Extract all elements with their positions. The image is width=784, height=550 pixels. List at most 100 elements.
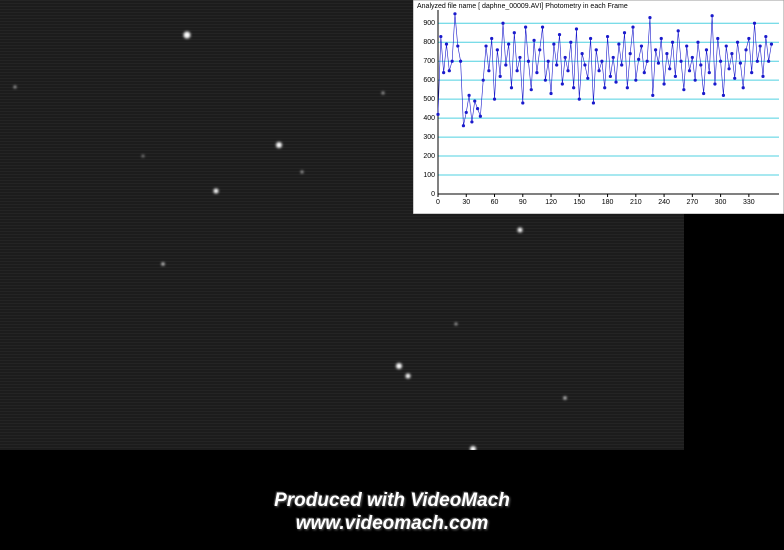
data-point [560, 82, 564, 86]
data-point [484, 44, 488, 48]
data-point [642, 70, 646, 75]
y-tick-label: 300 [423, 134, 435, 141]
data-point [478, 114, 482, 118]
data-point [744, 48, 748, 52]
x-tick-label: 180 [602, 199, 614, 206]
watermark-url: www.videomach.com [295, 513, 489, 534]
x-tick-label: 0 [436, 199, 440, 206]
data-point [461, 124, 466, 128]
data-point [741, 86, 745, 90]
x-tick-label: 90 [519, 199, 527, 206]
data-point [631, 25, 635, 29]
y-tick-label: 800 [423, 39, 435, 46]
data-point [738, 61, 742, 65]
data-point [566, 69, 570, 73]
data-point [750, 70, 754, 75]
data-point [704, 48, 709, 52]
data-point [761, 74, 765, 78]
data-point [687, 69, 692, 73]
y-tick-label: 500 [423, 96, 435, 103]
data-point [552, 42, 556, 46]
data-point [690, 55, 694, 60]
data-point [546, 59, 550, 63]
data-point [498, 74, 502, 78]
chart: Analyzed file name [ daphne_00009.AVI] P… [413, 0, 784, 214]
data-point [662, 82, 666, 86]
data-point [490, 36, 494, 41]
data-point [453, 12, 457, 16]
chart-panel [413, 0, 784, 214]
data-point [597, 69, 601, 73]
data-point [495, 48, 499, 52]
data-point [442, 70, 446, 75]
data-point [713, 82, 717, 86]
data-point [752, 21, 757, 25]
data-point [487, 69, 491, 73]
data-point [518, 55, 522, 60]
data-point [538, 48, 542, 52]
data-point [526, 59, 531, 63]
data-point [620, 63, 624, 67]
data-point [586, 76, 590, 80]
data-point [580, 52, 584, 56]
data-point [696, 40, 700, 44]
data-point [589, 36, 593, 41]
y-tick-label: 200 [423, 153, 435, 160]
data-point [634, 78, 638, 82]
data-point [702, 91, 706, 96]
data-point [699, 63, 703, 67]
x-tick-label: 270 [686, 199, 698, 206]
data-point [659, 36, 663, 41]
data-point [656, 61, 661, 65]
data-point [543, 78, 547, 82]
data-point [572, 86, 576, 90]
data-point [569, 40, 573, 44]
y-tick-label: 100 [423, 172, 435, 179]
y-tick-label: 900 [423, 20, 435, 27]
data-point [670, 40, 675, 44]
data-point [529, 88, 533, 92]
data-point [521, 101, 525, 105]
data-point [653, 48, 658, 52]
data-point [676, 29, 680, 33]
data-point [716, 36, 720, 41]
data-point [464, 110, 468, 115]
data-point [470, 120, 474, 124]
data-point [693, 78, 697, 82]
data-point [577, 97, 581, 101]
x-tick-label: 30 [462, 199, 470, 206]
data-point [617, 42, 621, 46]
data-point [628, 52, 632, 56]
data-point [535, 70, 539, 75]
data-point [467, 93, 471, 97]
data-point [540, 25, 545, 29]
data-point [524, 25, 528, 29]
data-point [614, 80, 618, 84]
data-point [444, 42, 449, 46]
data-point [727, 67, 731, 71]
y-tick-label: 700 [423, 58, 435, 65]
data-point [574, 27, 579, 31]
data-point [648, 15, 652, 20]
data-point [764, 34, 768, 39]
data-point [682, 88, 686, 92]
x-tick-label: 300 [715, 199, 727, 206]
data-point [721, 93, 726, 97]
data-point [555, 63, 559, 67]
data-point [710, 14, 714, 18]
data-point [651, 93, 655, 97]
data-point [475, 107, 480, 111]
data-point [456, 44, 460, 48]
x-tick-label: 120 [545, 199, 557, 206]
data-point [481, 78, 485, 82]
data-point [685, 44, 689, 48]
data-point [608, 74, 612, 78]
data-point [512, 31, 516, 35]
data-point [767, 59, 771, 63]
data-point [730, 52, 734, 56]
data-point [747, 36, 751, 41]
data-point [507, 42, 511, 46]
data-point [673, 74, 677, 78]
data-point [622, 31, 627, 35]
